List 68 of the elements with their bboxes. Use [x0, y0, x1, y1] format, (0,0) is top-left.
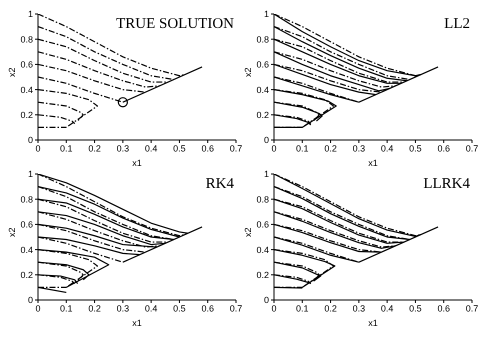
x-tick-label: 0.7 — [466, 143, 478, 154]
x-tick-label: 0 — [271, 143, 277, 154]
x-tick-label: 0.3 — [116, 143, 130, 154]
chart-title: LL2 — [444, 16, 470, 33]
x-tick-label: 0.7 — [230, 303, 242, 314]
chart-title: TRUE SOLUTION — [116, 16, 234, 33]
chart-title: LLRK4 — [423, 176, 470, 193]
y-tick-label: 0.8 — [256, 194, 269, 204]
y-tick-label: 0.4 — [256, 84, 269, 95]
x-tick-label: 0.2 — [324, 143, 337, 154]
x-tick-label: 0.6 — [437, 143, 450, 154]
y-tick-label: 0.4 — [20, 84, 33, 95]
y-tick-label: 1 — [28, 9, 33, 20]
y-tick-label: 0.6 — [256, 60, 269, 70]
x-tick-label: 0.3 — [352, 143, 366, 154]
x-tick-label: 0.2 — [88, 303, 101, 314]
x-tick-label: 0.4 — [380, 143, 394, 154]
y-tick-label: 0 — [28, 295, 33, 306]
y-tick-label: 0.2 — [20, 270, 33, 280]
y-tick-label: 1 — [264, 169, 269, 180]
x-tick-label: 0.1 — [296, 143, 309, 154]
y-tick-label: 0 — [264, 135, 269, 146]
x-tick-label: 0 — [35, 143, 41, 154]
x-axis-title: x1 — [132, 158, 142, 168]
y-tick-label: 0 — [264, 295, 269, 306]
x-tick-label: 0.6 — [201, 303, 214, 314]
y-axis-title: x2 — [7, 227, 18, 237]
y-tick-label: 1 — [264, 9, 269, 20]
x-tick-label: 0.3 — [116, 303, 130, 314]
x-tick-label: 0.4 — [380, 303, 394, 314]
y-tick-label: 0.2 — [20, 110, 33, 120]
y-tick-label: 0.4 — [256, 244, 269, 255]
x-axis-title: x1 — [132, 318, 142, 328]
y-axis-title: x2 — [243, 227, 254, 237]
x-tick-label: 0 — [35, 303, 41, 314]
y-tick-label: 0.6 — [256, 220, 269, 230]
x-tick-label: 0.1 — [60, 303, 73, 314]
x-tick-label: 0.5 — [409, 143, 422, 154]
y-tick-label: 0.4 — [20, 244, 33, 255]
x-tick-label: 0.4 — [144, 303, 158, 314]
x-tick-label: 0.1 — [296, 303, 309, 314]
x-tick-label: 0.6 — [437, 303, 450, 314]
y-axis-title: x2 — [243, 67, 254, 77]
x-tick-label: 0.4 — [144, 143, 158, 154]
x-tick-label: 0.1 — [60, 143, 73, 154]
y-tick-label: 0.2 — [256, 270, 269, 280]
x-tick-label: 0.2 — [324, 303, 337, 314]
x-tick-label: 0.2 — [88, 143, 101, 154]
x-tick-label: 0 — [271, 303, 277, 314]
x-tick-label: 0.5 — [409, 303, 422, 314]
x-tick-label: 0.7 — [466, 303, 478, 314]
x-tick-label: 0.5 — [173, 303, 186, 314]
y-tick-label: 0.6 — [20, 60, 33, 70]
y-tick-label: 0.2 — [256, 110, 269, 120]
x-tick-label: 0.3 — [352, 303, 366, 314]
y-tick-label: 0.8 — [20, 34, 33, 44]
x-axis-title: x1 — [368, 318, 378, 328]
x-tick-label: 0.5 — [173, 143, 186, 154]
y-tick-label: 0.8 — [20, 194, 33, 204]
chart-title: RK4 — [206, 176, 234, 193]
y-tick-label: 0.6 — [20, 220, 33, 230]
y-tick-label: 0.8 — [256, 34, 269, 44]
y-tick-label: 0 — [28, 135, 33, 146]
y-axis-title: x2 — [7, 67, 18, 77]
x-axis-title: x1 — [368, 158, 378, 168]
x-tick-label: 0.6 — [201, 143, 214, 154]
y-tick-label: 1 — [28, 169, 33, 180]
x-tick-label: 0.7 — [230, 143, 242, 154]
